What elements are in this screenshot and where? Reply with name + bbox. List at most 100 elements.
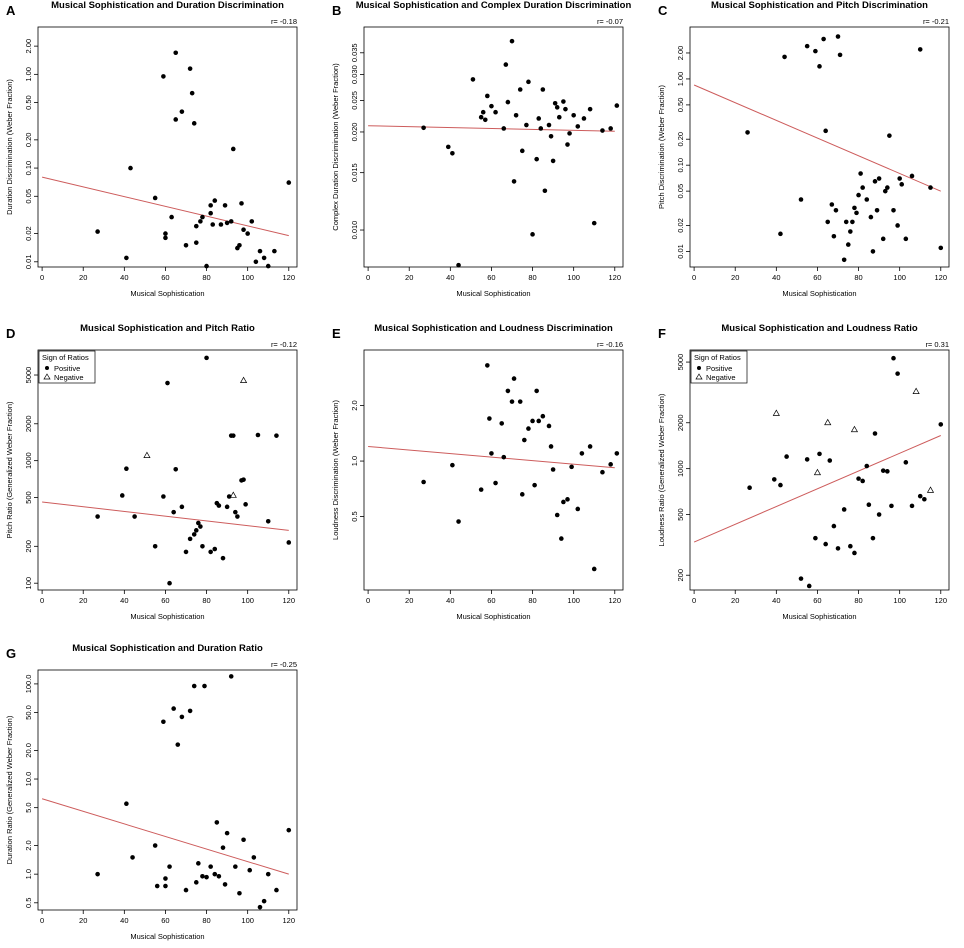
x-axis-label: Musical Sophistication [782,612,856,621]
regression-line [368,445,615,469]
data-point [173,117,179,122]
y-tick-label: 0.025 [350,91,359,110]
data-point [885,185,890,190]
data-point [218,222,224,227]
x-tick-label: 120 [283,916,296,925]
data-point [600,128,605,133]
data-point [554,105,560,110]
data-point [191,121,197,126]
panel-label: D [6,326,15,341]
data-point [257,248,263,254]
data-point [614,451,620,456]
data-point [247,867,253,873]
x-tick-label: 20 [79,596,87,605]
panel-e: E Musical Sophistication and Loudness Dis… [331,323,624,621]
y-tick-label: 200 [24,540,33,553]
data-point [526,426,531,431]
data-point [183,242,189,248]
x-axis-label: Musical Sophistication [456,612,530,621]
y-tick-label: 0.035 [350,43,359,62]
plot-frame [689,26,950,268]
data-point [163,231,168,236]
data-point [917,47,923,52]
data-point [835,34,841,39]
chart-title: Musical Sophistication and Pitch Discrim… [711,0,928,11]
data-point [895,371,900,376]
data-point [852,205,857,211]
data-point [485,93,490,99]
data-point [608,126,613,131]
plot-frame [363,349,624,591]
y-tick-label: 1000 [676,460,685,477]
data-point [196,861,201,866]
data-point [482,117,488,123]
data-point [95,514,100,519]
data-point [193,223,199,229]
data-point [183,887,189,893]
panel-d: D Musical Sophistication and Pitch Ratio r… [5,323,298,621]
data-point [204,355,209,361]
data-point [175,742,181,747]
data-point [214,820,220,825]
regression-line [41,798,289,875]
data-point [161,74,166,79]
x-axis-label: Musical Sophistication [456,289,530,298]
y-tick-label: 1.0 [24,869,33,879]
x-tick-label: 20 [405,273,413,282]
data-point [784,454,789,459]
data-point [196,520,201,526]
data-point [161,494,166,499]
data-point [540,413,546,419]
data-point [179,109,185,114]
y-tick-label: 2.00 [24,39,33,54]
data-point [253,259,259,265]
data-point [889,503,894,509]
correlation-label: r= -0.07 [597,17,623,26]
data-point [872,179,878,184]
data-point [487,416,492,421]
x-tick-label: 40 [120,916,128,925]
data-point [241,227,246,233]
chart-title: Musical Sophistication and Complex Durat… [356,0,632,11]
legend-title: Sign of Ratios [42,353,89,362]
data-point [237,890,242,896]
y-tick-label: 0.02 [676,218,685,233]
data-point [876,176,882,181]
x-tick-label: 40 [446,273,454,282]
x-tick-label: 120 [609,273,622,282]
data-point [165,380,170,386]
y-tick-label: 500 [676,508,685,521]
y-tick-label: 0.20 [676,132,685,147]
data-point [265,518,271,524]
data-point [771,477,777,482]
x-tick-label: 20 [731,273,739,282]
x-tick-label: 80 [854,596,862,605]
data-point [778,482,783,488]
data-point [897,176,902,181]
y-tick-label: 0.10 [24,161,33,176]
data-point [505,99,511,105]
panel-label: E [332,326,341,341]
data-point [230,146,236,152]
data-point-negative [143,451,151,458]
data-point [885,469,890,474]
data-point [534,388,539,394]
x-tick-label: 120 [283,273,296,282]
data-point [187,708,193,714]
data-point [200,544,205,549]
data-point [272,248,277,254]
x-tick-label: 0 [366,273,370,282]
plot-frame [37,349,298,591]
legend-positive-label: Positive [54,364,80,373]
y-tick-label: 2.0 [350,400,359,410]
x-axis-label: Musical Sophistication [782,289,856,298]
x-tick-label: 80 [202,273,210,282]
data-point [745,130,750,135]
panel-label: A [6,3,16,18]
x-tick-label: 40 [120,273,128,282]
plot-frame [37,669,298,911]
data-point [856,192,861,198]
data-point [445,144,451,150]
x-tick-label: 100 [241,916,254,925]
y-tick-label: 10.0 [24,772,33,787]
